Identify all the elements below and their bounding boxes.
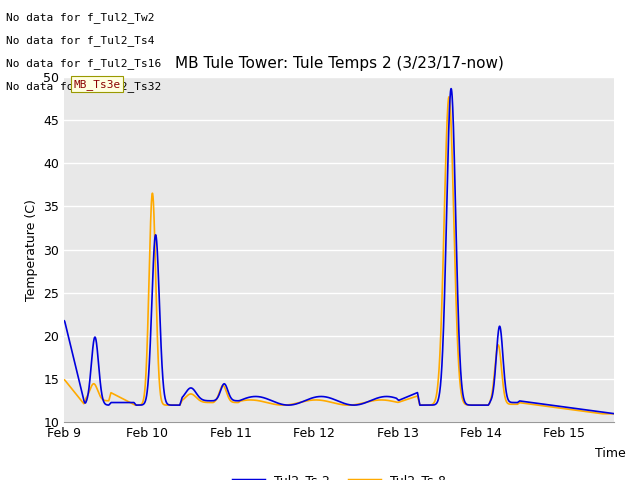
Tul2_Ts-8 (541, 403, 548, 409)
Tul2_Ts-2 (611, 411, 618, 417)
Tul2_Ts-2 (447, 86, 455, 92)
X-axis label: Time: Time (595, 446, 625, 459)
Tul2_Ts-2 (156, 301, 163, 307)
Tul2_Ts-8 (60, 377, 68, 383)
Tul2_Ts-8 (271, 401, 279, 407)
Line: Tul2_Ts-8: Tul2_Ts-8 (64, 97, 614, 414)
Line: Tul2_Ts-2: Tul2_Ts-2 (64, 89, 614, 414)
Tul2_Ts-8 (599, 411, 607, 417)
Text: No data for f_Tul2_Ts32: No data for f_Tul2_Ts32 (6, 81, 162, 92)
Tul2_Ts-8 (295, 400, 303, 406)
Text: MB_Ts3e: MB_Ts3e (74, 79, 121, 90)
Tul2_Ts-8 (156, 380, 163, 386)
Tul2_Ts-8 (600, 411, 608, 417)
Tul2_Ts-2 (295, 400, 303, 406)
Y-axis label: Temperature (C): Temperature (C) (24, 199, 38, 300)
Text: No data for f_Tul2_Tw2: No data for f_Tul2_Tw2 (6, 12, 155, 23)
Legend: Tul2_Ts-2, Tul2_Ts-8: Tul2_Ts-2, Tul2_Ts-8 (228, 469, 451, 480)
Tul2_Ts-8 (123, 398, 131, 404)
Text: No data for f_Tul2_Ts16: No data for f_Tul2_Ts16 (6, 58, 162, 69)
Tul2_Ts-2 (123, 400, 131, 406)
Tul2_Ts-2 (271, 399, 279, 405)
Tul2_Ts-2 (60, 318, 68, 324)
Tul2_Ts-8 (611, 411, 618, 417)
Tul2_Ts-2 (600, 409, 607, 415)
Title: MB Tule Tower: Tule Temps 2 (3/23/17-now): MB Tule Tower: Tule Temps 2 (3/23/17-now… (175, 57, 504, 72)
Text: No data for f_Tul2_Ts4: No data for f_Tul2_Ts4 (6, 35, 155, 46)
Tul2_Ts-8 (445, 94, 453, 100)
Tul2_Ts-2 (541, 401, 548, 407)
